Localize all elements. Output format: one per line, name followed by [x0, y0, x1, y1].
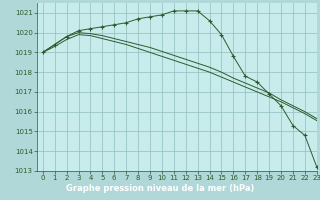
Text: Graphe pression niveau de la mer (hPa): Graphe pression niveau de la mer (hPa): [66, 184, 254, 193]
